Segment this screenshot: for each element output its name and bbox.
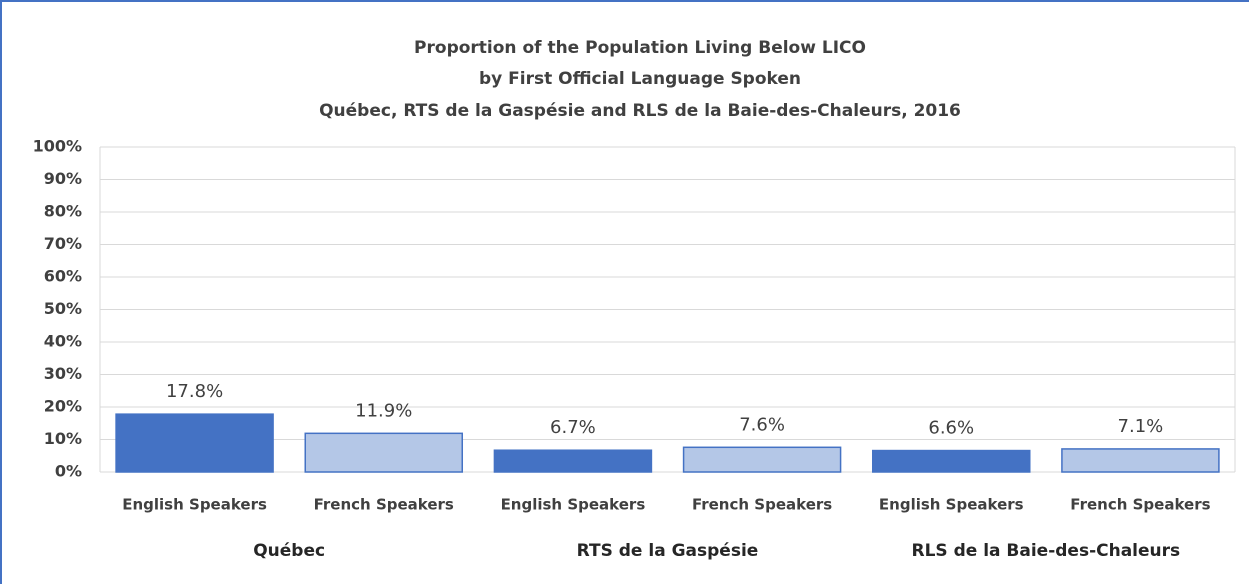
group-label: RTS de la Gaspésie xyxy=(577,541,759,561)
data-label: 7.6% xyxy=(739,414,785,435)
chart-title: Proportion of the Population Living Belo… xyxy=(414,38,866,58)
y-tick-label: 20% xyxy=(44,397,82,416)
x-tick-label: English Speakers xyxy=(501,496,646,514)
y-tick-label: 90% xyxy=(44,169,82,188)
x-tick-label: French Speakers xyxy=(314,496,454,514)
y-tick-label: 40% xyxy=(44,332,82,351)
bar xyxy=(682,446,842,473)
chart-title: by First Official Language Spoken xyxy=(479,69,801,89)
data-label: 6.6% xyxy=(928,418,974,439)
data-label: 17.8% xyxy=(166,381,223,402)
y-tick-label: 0% xyxy=(55,462,82,481)
y-tick-label: 80% xyxy=(44,202,82,221)
bar xyxy=(304,432,464,473)
y-tick-label: 100% xyxy=(33,137,82,156)
x-tick-label: English Speakers xyxy=(879,496,1024,514)
chart-title: Québec, RTS de la Gaspésie and RLS de la… xyxy=(319,101,961,121)
y-tick-label: 30% xyxy=(44,364,82,383)
group-label: RLS de la Baie-des-Chaleurs xyxy=(912,541,1181,561)
x-tick-label: French Speakers xyxy=(692,496,832,514)
y-tick-label: 60% xyxy=(44,267,82,286)
x-tick-label: French Speakers xyxy=(1070,496,1210,514)
data-label: 6.7% xyxy=(550,417,596,438)
x-tick-label: English Speakers xyxy=(122,496,267,514)
data-label: 7.1% xyxy=(1118,416,1164,437)
data-label: 11.9% xyxy=(355,400,412,421)
bar xyxy=(493,449,653,473)
bar xyxy=(1061,448,1220,473)
y-tick-label: 50% xyxy=(44,299,82,318)
y-tick-label: 70% xyxy=(44,234,82,253)
bar xyxy=(871,449,1031,473)
y-tick-label: 10% xyxy=(44,429,82,448)
bar xyxy=(115,413,274,473)
group-label: Québec xyxy=(253,541,325,561)
